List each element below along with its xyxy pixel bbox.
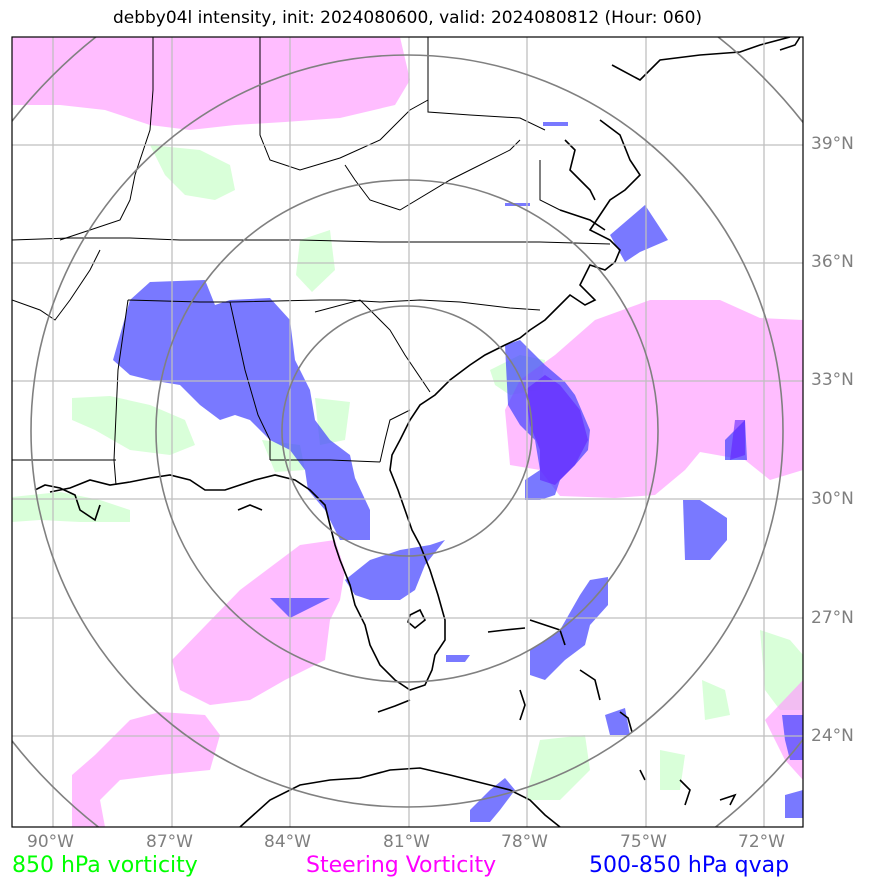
legend-850hpa-vorticity: 850 hPa vorticity xyxy=(12,853,198,878)
state-borders xyxy=(12,37,611,486)
lon-label-78w: 78°W xyxy=(501,832,548,852)
map-frame xyxy=(11,36,804,828)
lon-label-75w: 75°W xyxy=(620,832,667,852)
lon-label-87w: 87°W xyxy=(146,832,193,852)
legend-qvap: 500-850 hPa qvap xyxy=(589,853,790,878)
lat-label-30n: 30°N xyxy=(811,489,854,509)
lon-label-81w: 81°W xyxy=(383,832,430,852)
map-title: debby04l intensity, init: 2024080600, va… xyxy=(112,8,703,28)
lon-label-90w: 90°W xyxy=(27,832,74,852)
lon-label-72w: 72°W xyxy=(738,832,785,852)
lat-label-36n: 36°N xyxy=(811,252,854,272)
lat-label-33n: 33°N xyxy=(811,370,854,390)
lat-label-39n: 39°N xyxy=(811,134,854,154)
lat-label-27n: 27°N xyxy=(811,608,854,628)
gridlines xyxy=(12,37,803,827)
lat-label-24n: 24°N xyxy=(811,726,854,746)
overlap-layer xyxy=(525,375,745,485)
legend-steering-vorticity: Steering Vorticity xyxy=(306,853,497,878)
lon-label-84w: 84°W xyxy=(264,832,311,852)
